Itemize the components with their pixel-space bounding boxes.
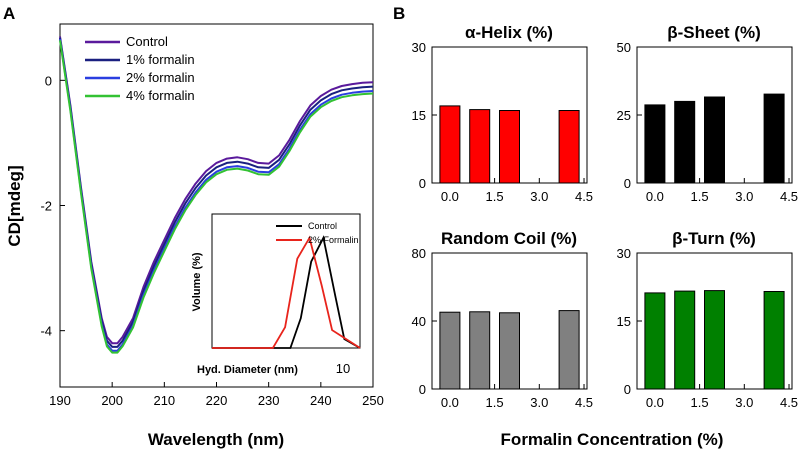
inset-legend: Control 2% Formalin: [276, 221, 359, 245]
helix-x-tick-label: 1.5: [486, 189, 504, 204]
coil-y-tick-label: 80: [412, 246, 426, 261]
helix-bar-2: [499, 110, 520, 184]
helix-x-tick-label: 0.0: [441, 189, 459, 204]
legend-label-control: Control: [126, 34, 168, 49]
turn-x-tick-label: 4.5: [780, 395, 798, 410]
helix-bar-chart: α-Helix (%) 0 15 30 0.0 1.5 3.0 4.5: [412, 23, 594, 204]
coil-title: Random Coil (%): [441, 229, 577, 248]
inset-x-tick-label: 10: [336, 361, 350, 376]
inset-x-axis-title: Hyd. Diameter (nm): [197, 364, 298, 376]
helix-x-tick-label: 4.5: [575, 189, 593, 204]
coil-bar-chart: Random Coil (%) 0 40 80 0.0 1.5 3.0 4.5: [412, 229, 594, 410]
inset-y-axis-title: Volume (%): [191, 252, 203, 311]
coil-x-tick-label: 4.5: [575, 395, 593, 410]
turn-bar-1: [674, 290, 696, 390]
legend-label-2pct: 2% formalin: [126, 70, 195, 85]
turn-y-tick-label: 15: [617, 314, 631, 329]
sheet-bar-0: [644, 104, 666, 184]
sheet-x-tick-label: 0.0: [646, 189, 664, 204]
coil-y-tick-label: 40: [412, 314, 426, 329]
coil-x-tick-label: 0.0: [441, 395, 459, 410]
cd-x-tick-label: 230: [258, 393, 280, 408]
cd-x-tick-label: 190: [49, 393, 71, 408]
turn-title: β-Turn (%): [672, 229, 756, 248]
helix-bar-0: [439, 105, 461, 184]
helix-y-tick-label: 30: [412, 40, 426, 55]
sheet-y-tick-label: 50: [617, 40, 631, 55]
cd-series-line-1: [59, 37, 374, 348]
cd-x-tick-label: 240: [310, 393, 332, 408]
cd-series-line-2: [59, 38, 374, 352]
panel-b-x-axis-title: Formalin Concentration (%): [501, 430, 724, 449]
coil-x-tick-label: 1.5: [486, 395, 504, 410]
helix-y-tick-label: 15: [412, 108, 426, 123]
turn-x-tick-label: 3.0: [735, 395, 753, 410]
sheet-x-tick-label: 1.5: [691, 189, 709, 204]
turn-bar-chart: β-Turn (%) 0 15 30 0.0 1.5 3.0 4.5: [617, 229, 799, 410]
helix-title: α-Helix (%): [465, 23, 553, 42]
turn-bar-2: [704, 290, 725, 390]
coil-bar-0: [439, 311, 461, 390]
coil-bar-2: [499, 312, 520, 390]
inset-series-line-0: [212, 235, 361, 349]
cd-x-tick-label: 200: [101, 393, 123, 408]
panel-label-b: B: [393, 4, 405, 23]
helix-bar-3: [558, 110, 580, 184]
coil-x-tick-label: 3.0: [530, 395, 548, 410]
turn-x-tick-label: 1.5: [691, 395, 709, 410]
cd-x-tick-label: 250: [362, 393, 384, 408]
cd-series-line-3: [59, 40, 374, 354]
sheet-y-tick-label: 0: [624, 176, 631, 191]
sheet-title: β-Sheet (%): [667, 23, 761, 42]
cd-spectrum-chart: 190 200 210 220 230 240 250 0 -2 -4 CD[mdeg] Wave…: [5, 23, 384, 449]
sheet-bar-chart: β-Sheet (%) 0 25 50 0.0 1.5 3.0 4.5: [617, 23, 799, 204]
cd-x-tick-label: 210: [153, 393, 175, 408]
sheet-x-tick-label: 3.0: [735, 189, 753, 204]
coil-y-tick-label: 0: [419, 382, 426, 397]
inset-legend-label-control: Control: [308, 221, 337, 231]
helix-y-tick-label: 0: [419, 176, 426, 191]
panel-label-a: A: [3, 4, 15, 23]
cd-x-tick-label: 220: [206, 393, 228, 408]
inset-series-line-1: [212, 235, 361, 349]
legend-label-1pct: 1% formalin: [126, 52, 195, 67]
turn-bar-3: [763, 291, 785, 390]
dls-inset-chart: Volume (%) Hyd. Diameter (nm) 10 Control…: [191, 213, 361, 376]
turn-y-tick-label: 0: [624, 382, 631, 397]
sheet-x-tick-label: 4.5: [780, 189, 798, 204]
inset-legend-label-formalin: 2% Formalin: [308, 235, 359, 245]
turn-x-tick-label: 0.0: [646, 395, 664, 410]
sheet-bar-1: [674, 100, 696, 184]
sheet-bar-2: [704, 96, 725, 184]
cd-y-tick-label: -4: [40, 324, 52, 339]
cd-legend: Control 1% formalin 2% formalin 4% forma…: [85, 34, 195, 103]
legend-label-4pct: 4% formalin: [126, 88, 195, 103]
sheet-y-tick-label: 25: [617, 108, 631, 123]
cd-x-axis-title: Wavelength (nm): [148, 430, 284, 449]
turn-bar-0: [644, 292, 666, 390]
cd-series-line-0: [59, 36, 374, 345]
cd-y-tick-label: -2: [40, 199, 52, 214]
cd-y-axis-title: CD[mdeg]: [5, 165, 24, 246]
cd-y-tick-label: 0: [45, 73, 52, 88]
coil-bar-3: [558, 310, 580, 390]
turn-y-tick-label: 30: [617, 246, 631, 261]
helix-bar-1: [469, 109, 491, 184]
sheet-bar-3: [763, 93, 785, 184]
helix-x-tick-label: 3.0: [530, 189, 548, 204]
coil-bar-1: [469, 311, 491, 390]
